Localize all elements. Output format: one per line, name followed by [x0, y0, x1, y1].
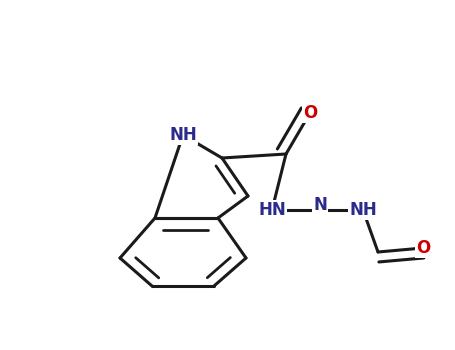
Text: N: N: [313, 196, 327, 214]
Text: O: O: [416, 239, 430, 257]
Text: O: O: [303, 104, 317, 122]
Text: HN: HN: [258, 201, 286, 219]
Text: NH: NH: [169, 126, 197, 144]
Text: NH: NH: [349, 201, 377, 219]
